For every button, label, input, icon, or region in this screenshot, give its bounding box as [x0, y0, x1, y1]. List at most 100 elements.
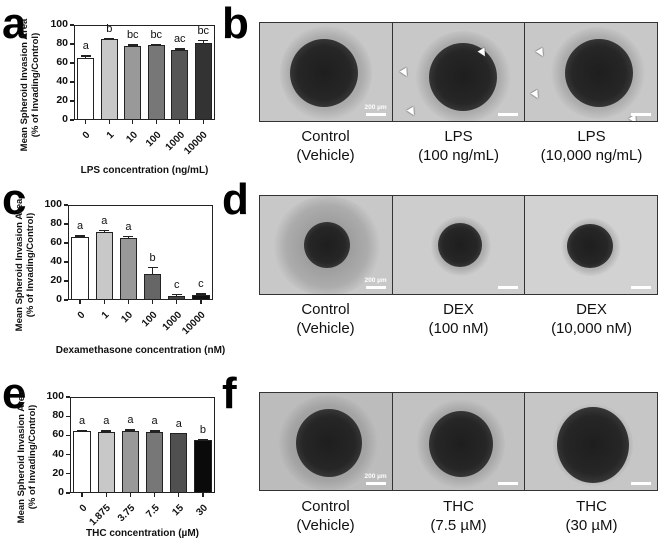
x-tick-label: 10000 — [180, 309, 208, 338]
caption-row-dex: Control (Vehicle) DEX (100 nM) DEX (10,000 … — [259, 300, 658, 338]
scale-bar — [631, 113, 652, 116]
x-tick-label: 100 — [139, 309, 160, 330]
micrograph-dex-10000 — [525, 196, 658, 294]
error-cap — [75, 235, 86, 237]
error-cap — [80, 55, 91, 57]
bar — [168, 296, 186, 300]
y-tick-label: 60 — [52, 428, 64, 441]
y-tick-mark — [70, 62, 74, 64]
panel-label-b: b — [222, 0, 249, 48]
significance-letter: b — [199, 424, 206, 437]
y-tick-mark — [64, 299, 68, 301]
significance-letter: bc — [197, 25, 210, 38]
bar — [194, 43, 212, 120]
caption: LPS (10,000 ng/mL) — [540, 128, 643, 164]
arrowhead-icon — [535, 47, 547, 59]
x-tick-mark — [176, 300, 178, 304]
y-tick-label: 0 — [58, 486, 64, 498]
scale-bar — [365, 113, 386, 116]
x-tick-mark — [155, 120, 157, 124]
x-tick-label: 10 — [119, 309, 136, 326]
y-tick-mark — [66, 434, 70, 437]
y-tick-label: 40 — [56, 75, 68, 87]
plot-frame — [68, 205, 213, 300]
y-tick-label: 20 — [50, 274, 62, 286]
bar — [194, 440, 212, 493]
y-tick-mark — [70, 100, 74, 102]
error-cap — [151, 44, 162, 46]
x-tick-label: 1.875 — [87, 502, 114, 529]
error-cap — [197, 439, 208, 441]
bar — [73, 430, 91, 493]
bar — [97, 431, 115, 493]
scale-label: 200 µm — [364, 277, 387, 284]
caption-row-lps: Control (Vehicle) LPS (100 ng/mL) LPS (10,0… — [259, 127, 658, 165]
y-tick-mark — [66, 396, 70, 398]
y-tick-label: 80 — [56, 37, 68, 49]
error-bar — [85, 55, 87, 59]
y-axis-label: Mean Spheroid Invasion Area (% of Invadin… — [19, 18, 41, 151]
scale-bar — [631, 286, 652, 289]
y-tick-label: 80 — [50, 217, 62, 229]
significance-letter: a — [77, 220, 84, 233]
x-tick-mark — [81, 493, 83, 497]
scale-bar — [631, 482, 652, 485]
micrograph-lps-10000 — [525, 23, 658, 121]
caption: LPS (100 ng/mL) — [418, 128, 499, 164]
error-cap — [149, 430, 160, 432]
micrograph-control: 200 µm — [260, 196, 393, 294]
error-cap — [147, 266, 158, 269]
y-tick-mark — [64, 280, 68, 282]
micrograph-control: 200 µm — [260, 393, 393, 490]
y-tick-label: 20 — [56, 94, 68, 106]
scale-bar — [498, 482, 519, 485]
error-cap — [127, 44, 138, 46]
error-cap — [174, 48, 185, 50]
significance-letter: a — [82, 40, 89, 53]
panel-label-e: e — [2, 369, 27, 418]
error-cap — [173, 432, 184, 434]
bar — [124, 45, 142, 120]
error-cap — [198, 40, 209, 42]
significance-letter: bc — [150, 29, 163, 41]
significance-letter: a — [101, 215, 108, 228]
x-tick-mark — [85, 120, 87, 124]
x-axis-label: LPS concentration (ng/mL) — [80, 165, 209, 176]
caption: THC (30 µM) — [565, 498, 618, 534]
micrograph-control: 200 µm — [260, 23, 393, 121]
error-bar — [202, 40, 204, 44]
y-tick-mark — [66, 415, 70, 417]
x-tick-mark — [151, 300, 154, 304]
x-axis-label: Dexamethasone concentration (nM) — [55, 345, 226, 356]
error-cap — [195, 293, 206, 295]
arrowhead-icon — [399, 67, 411, 79]
x-tick-label: 10000 — [182, 129, 211, 158]
y-tick-mark — [64, 223, 68, 225]
micrograph-thc-30 — [525, 393, 658, 490]
y-tick-label: 80 — [52, 409, 64, 422]
caption: Control (Vehicle) — [296, 498, 355, 534]
significance-letter: bc — [126, 29, 139, 42]
x-tick-mark — [129, 493, 132, 497]
y-axis-label: Mean Spheroid Invasion Area (% of Invadin… — [16, 390, 38, 524]
arrowhead-icon — [406, 106, 418, 118]
y-tick-label: 60 — [50, 236, 62, 248]
error-bar — [151, 266, 154, 275]
y-tick-label: 40 — [52, 447, 64, 460]
error-cap — [77, 429, 88, 432]
x-tick-mark — [200, 300, 202, 304]
scale-bar — [498, 113, 519, 116]
y-tick-label: 20 — [52, 466, 64, 479]
x-tick-mark — [153, 493, 156, 497]
bar — [171, 49, 189, 120]
error-cap — [125, 429, 136, 431]
y-tick-mark — [70, 81, 74, 83]
x-tick-mark — [108, 120, 110, 124]
bar — [121, 430, 140, 493]
x-tick-label: 1 — [104, 129, 117, 142]
error-cap — [101, 430, 112, 432]
x-tick-mark — [179, 120, 181, 124]
bar — [95, 231, 113, 300]
panel-label-c: c — [2, 175, 27, 224]
x-tick-mark — [127, 300, 130, 304]
